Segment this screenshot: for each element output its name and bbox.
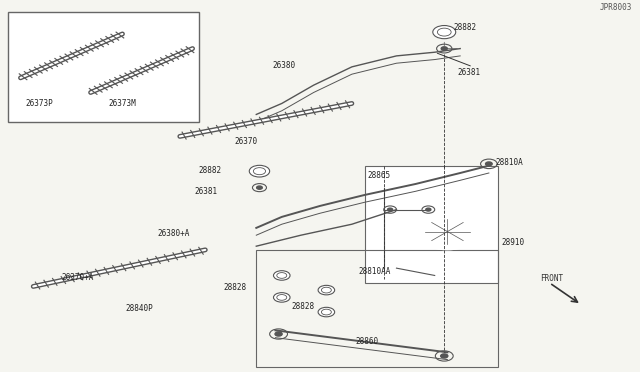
Text: 28828: 28828 (291, 302, 314, 311)
Circle shape (318, 307, 335, 317)
Circle shape (426, 208, 431, 211)
Text: 26370: 26370 (234, 137, 257, 147)
Text: 26373M: 26373M (109, 99, 136, 108)
Circle shape (249, 165, 269, 177)
Circle shape (273, 293, 290, 302)
Circle shape (441, 47, 447, 50)
Text: 28882: 28882 (454, 23, 477, 32)
Circle shape (388, 208, 393, 211)
Text: JPR8003: JPR8003 (600, 3, 632, 12)
Circle shape (318, 285, 335, 295)
Circle shape (275, 332, 282, 336)
Text: 26370+A: 26370+A (62, 273, 94, 282)
Text: 26380+A: 26380+A (157, 229, 190, 238)
Bar (365, 166, 499, 283)
Text: 28810A: 28810A (495, 158, 523, 167)
Text: 28882: 28882 (198, 166, 221, 174)
Text: 26380: 26380 (272, 61, 295, 70)
Bar (8, 12, 199, 122)
Circle shape (486, 162, 492, 166)
Circle shape (433, 26, 456, 39)
Circle shape (273, 271, 290, 280)
Text: 28860: 28860 (355, 337, 378, 346)
Text: 26373P: 26373P (26, 99, 54, 108)
Text: FRONT: FRONT (540, 274, 563, 283)
Text: 26381: 26381 (457, 68, 480, 77)
Circle shape (441, 354, 448, 358)
Text: 28865: 28865 (368, 171, 391, 180)
Text: 28910: 28910 (502, 238, 525, 247)
Circle shape (257, 186, 262, 189)
Text: 28810AA: 28810AA (358, 267, 390, 276)
Circle shape (415, 213, 479, 250)
Text: 28840P: 28840P (125, 304, 154, 313)
Text: 26381: 26381 (195, 187, 218, 196)
Text: 28828: 28828 (223, 283, 246, 292)
Bar (256, 250, 499, 367)
